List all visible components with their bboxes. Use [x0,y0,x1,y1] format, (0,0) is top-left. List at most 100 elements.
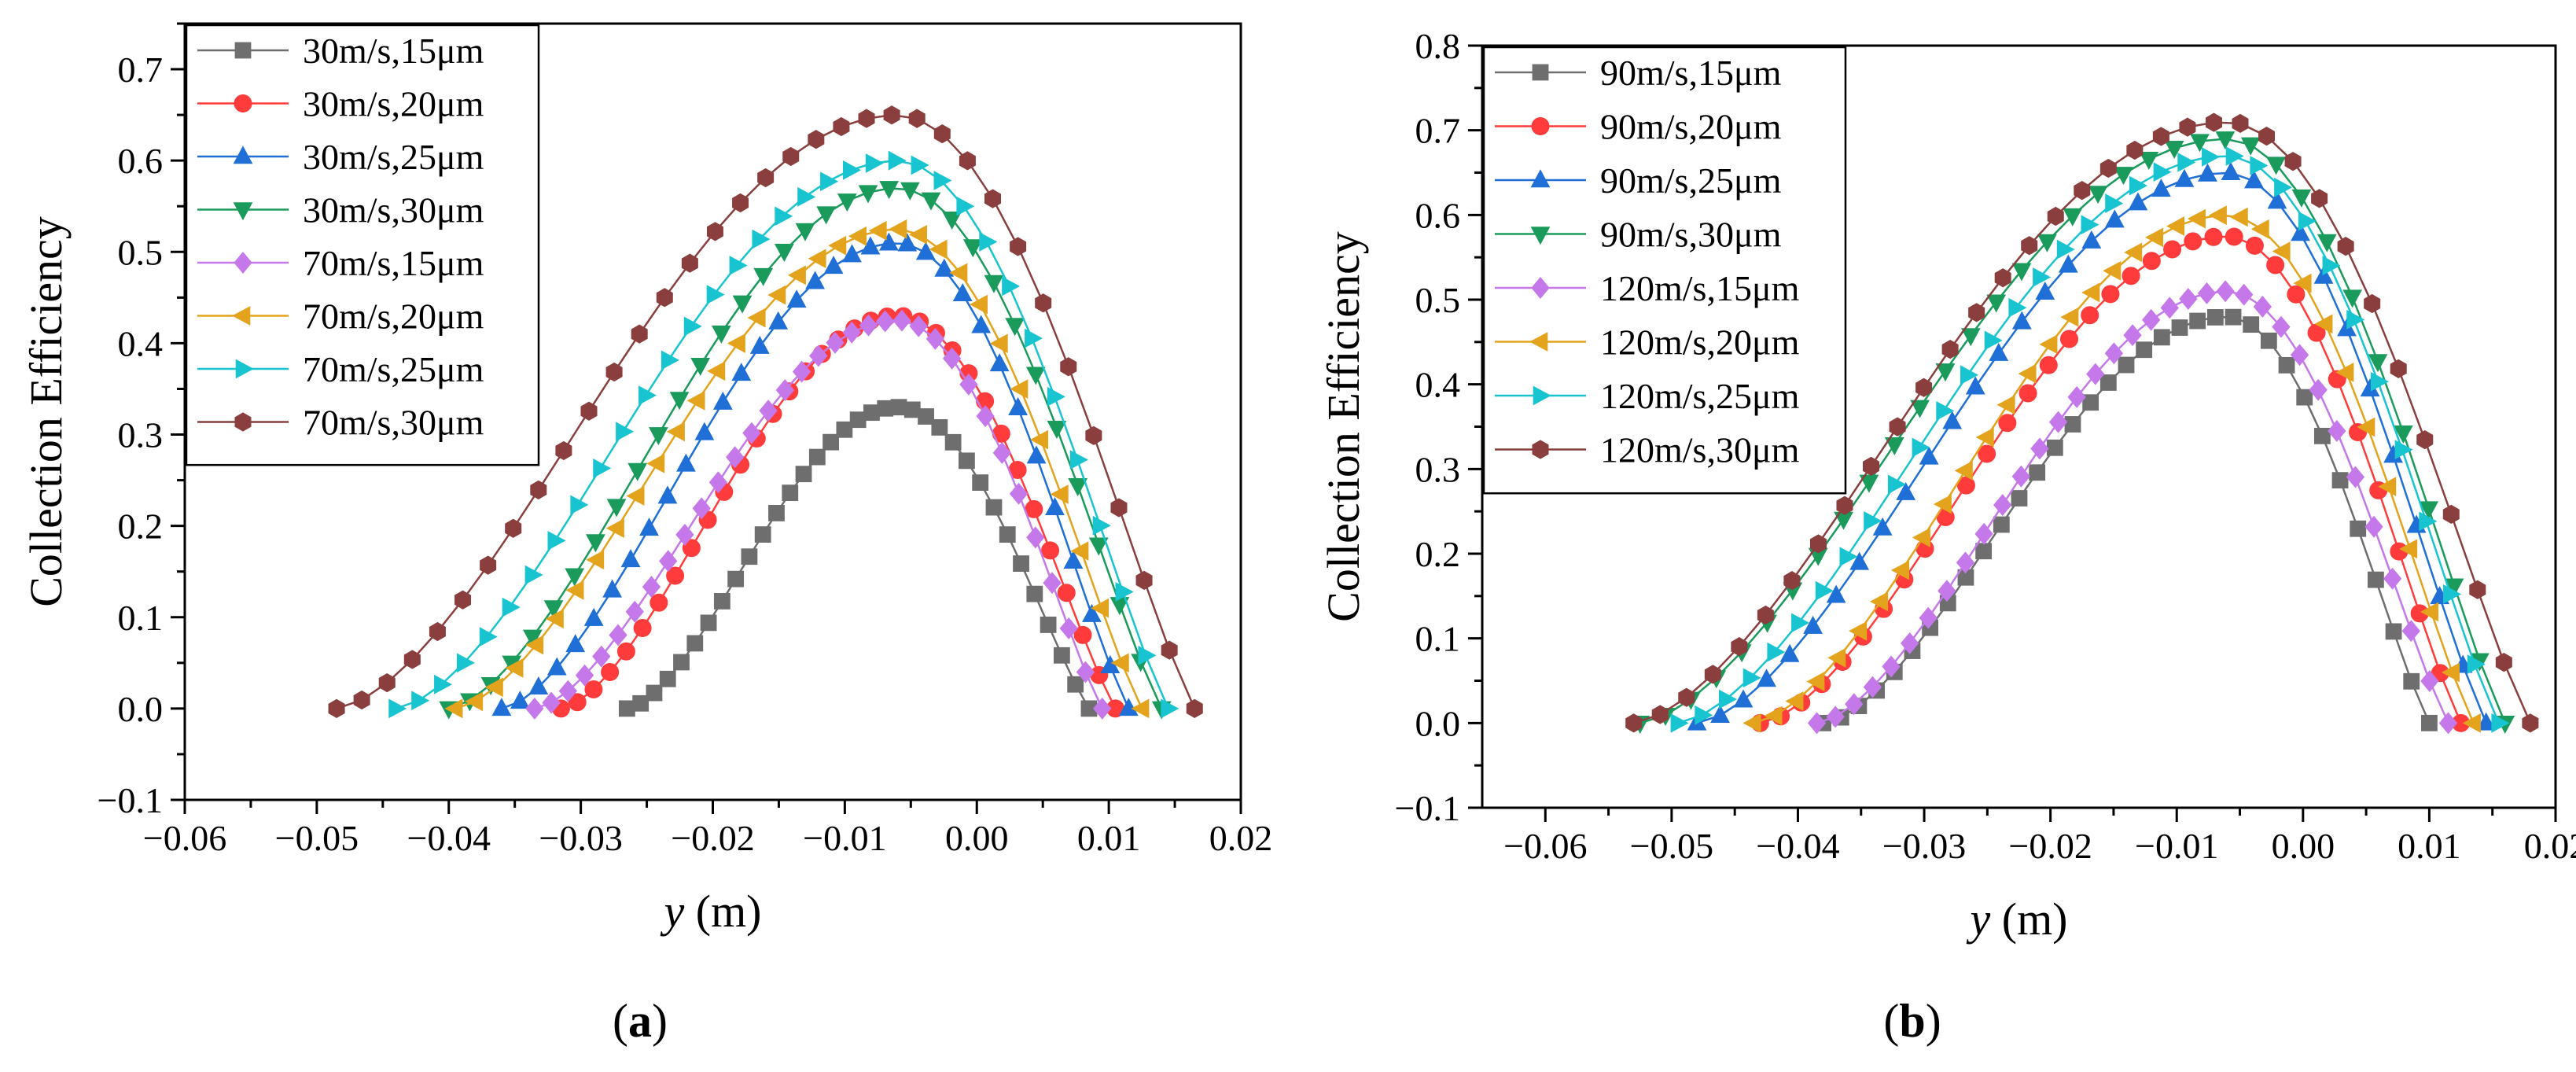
data-point [2368,354,2388,373]
data-point [752,229,771,249]
data-point [2250,156,2269,175]
data-point [2030,437,2049,460]
data-point [505,518,522,538]
data-point [543,600,564,619]
data-point [547,530,566,551]
data-point [2229,207,2248,227]
data-point [1849,621,1868,641]
data-point [690,357,711,376]
data-point [2029,464,2046,481]
data-point [2313,427,2331,444]
data-point [959,151,976,171]
legend-entry: 70m/s,15μm [197,243,484,283]
data-point [1040,617,1057,633]
data-point [1026,445,1047,464]
data-point [1053,647,1070,664]
data-point [2177,153,2196,172]
x-tick-label: 0.01 [2398,826,2461,866]
y-axis-title: Collection Efficiency [20,216,72,607]
data-point [2074,181,2091,201]
data-point [1827,648,1846,668]
data-point [625,600,644,623]
data-point [353,690,370,710]
data-point [1161,698,1179,719]
data-point [657,485,678,504]
legend-entry: 30m/s,15μm [197,31,484,71]
data-point [1076,661,1095,683]
data-point [1026,526,1045,549]
data-point [816,206,837,225]
data-point [2314,314,2333,334]
data-point [1057,584,1076,602]
data-point [546,657,567,676]
data-point [797,186,816,207]
data-point [897,233,918,252]
data-point [2011,311,2032,330]
data-point [2284,152,2302,171]
data-point [2272,315,2291,338]
data-point [656,288,673,308]
data-point [2335,363,2354,382]
legend-marker [1532,440,1549,459]
data-point [2153,162,2172,182]
x-tick-label: −0.02 [2008,826,2092,866]
legend-label: 90m/s,20μm [1600,107,1782,147]
data-point [808,448,826,466]
data-point [454,590,472,610]
data-point [2419,511,2438,532]
data-point [1678,687,1695,707]
data-point [1785,691,1804,711]
legend-label: 30m/s,15μm [303,31,484,71]
data-point [742,422,761,444]
data-point [646,684,663,702]
data-point [648,427,668,446]
data-point [2232,113,2249,134]
data-point [1882,655,1901,678]
data-point [979,232,998,252]
data-point [952,282,973,302]
data-point [749,335,770,354]
y-tick-label: 0.1 [1415,619,1461,659]
data-point [1872,517,1893,536]
data-point [708,471,728,494]
data-point [429,621,446,642]
series-30m/s,15μm [618,399,1098,717]
y-tick-label: −0.1 [1395,788,1460,828]
data-point [1070,541,1089,562]
data-point [2105,193,2124,213]
data-point [1008,396,1028,415]
data-point [2350,520,2367,537]
data-point [942,212,962,230]
data-point [984,274,1004,293]
data-point [592,645,611,668]
data-point [609,624,627,647]
data-point [542,691,561,714]
data-point [712,391,733,410]
legend-marker [1533,385,1551,406]
legend-label: 30m/s,25μm [303,137,484,177]
data-point [2123,324,2142,347]
data-point [969,294,988,315]
data-point [2103,260,2122,281]
data-point [1115,582,1134,602]
data-point [1986,294,2007,313]
data-point [2011,465,2030,488]
y-tick-label: −0.1 [98,780,163,820]
data-point [933,124,951,144]
data-point [528,676,549,694]
data-point [787,265,806,285]
y-tick-label: 0.7 [1415,111,1461,151]
data-point [673,654,690,671]
data-point [1757,669,1776,687]
series-90m/s,25μm [1687,161,2497,731]
data-point [1965,376,1985,395]
data-point [2197,282,2217,304]
legend: 90m/s,15μm 90m/s,20μm 90m/s,25μm 90m/s,30μm… [1482,46,1847,495]
data-point [1704,665,1721,684]
data-point [1710,704,1730,723]
data-point [1836,495,1853,515]
y-tick-label: 0.4 [1415,365,1461,405]
data-point [1803,615,1823,634]
data-point [1815,580,1834,601]
data-point [570,495,589,515]
